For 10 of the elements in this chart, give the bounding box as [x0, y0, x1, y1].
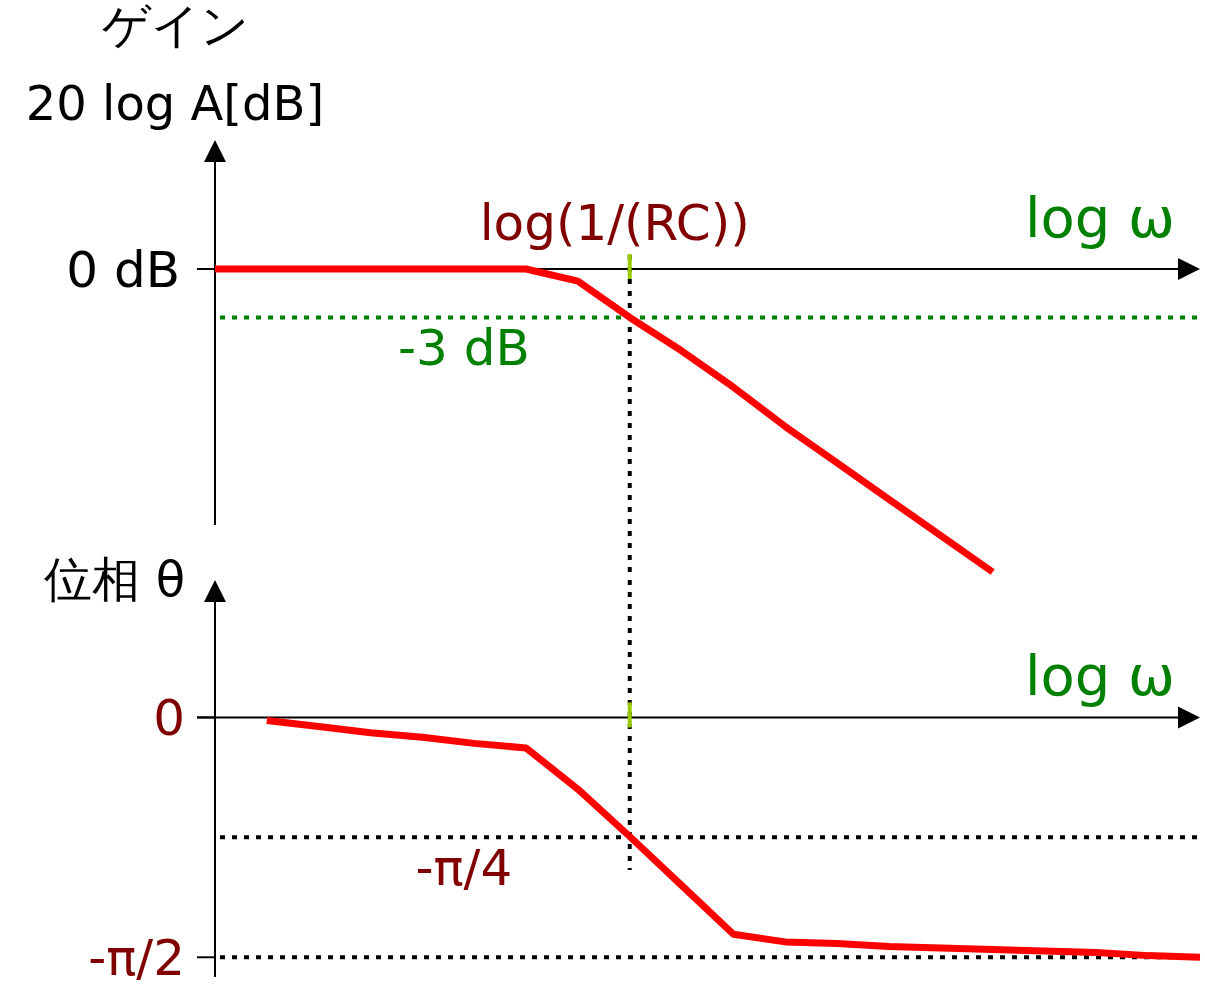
ref-line-label: -π/4: [415, 839, 513, 898]
x-axis-title: log ω: [1024, 185, 1175, 250]
text: log(1/(RC)): [479, 194, 750, 252]
y-tick-label: 0: [153, 689, 185, 748]
ref-line-label: -3 dB: [397, 319, 530, 378]
y-axis-title: 位相 θ: [44, 551, 185, 607]
y-axis-title: ゲイン 20 log A[dB]: [25, 0, 325, 131]
x-axis-title: log ω: [1024, 643, 1175, 709]
y-tick-label: -π/2: [88, 929, 185, 988]
text: 0 dB: [66, 241, 180, 299]
